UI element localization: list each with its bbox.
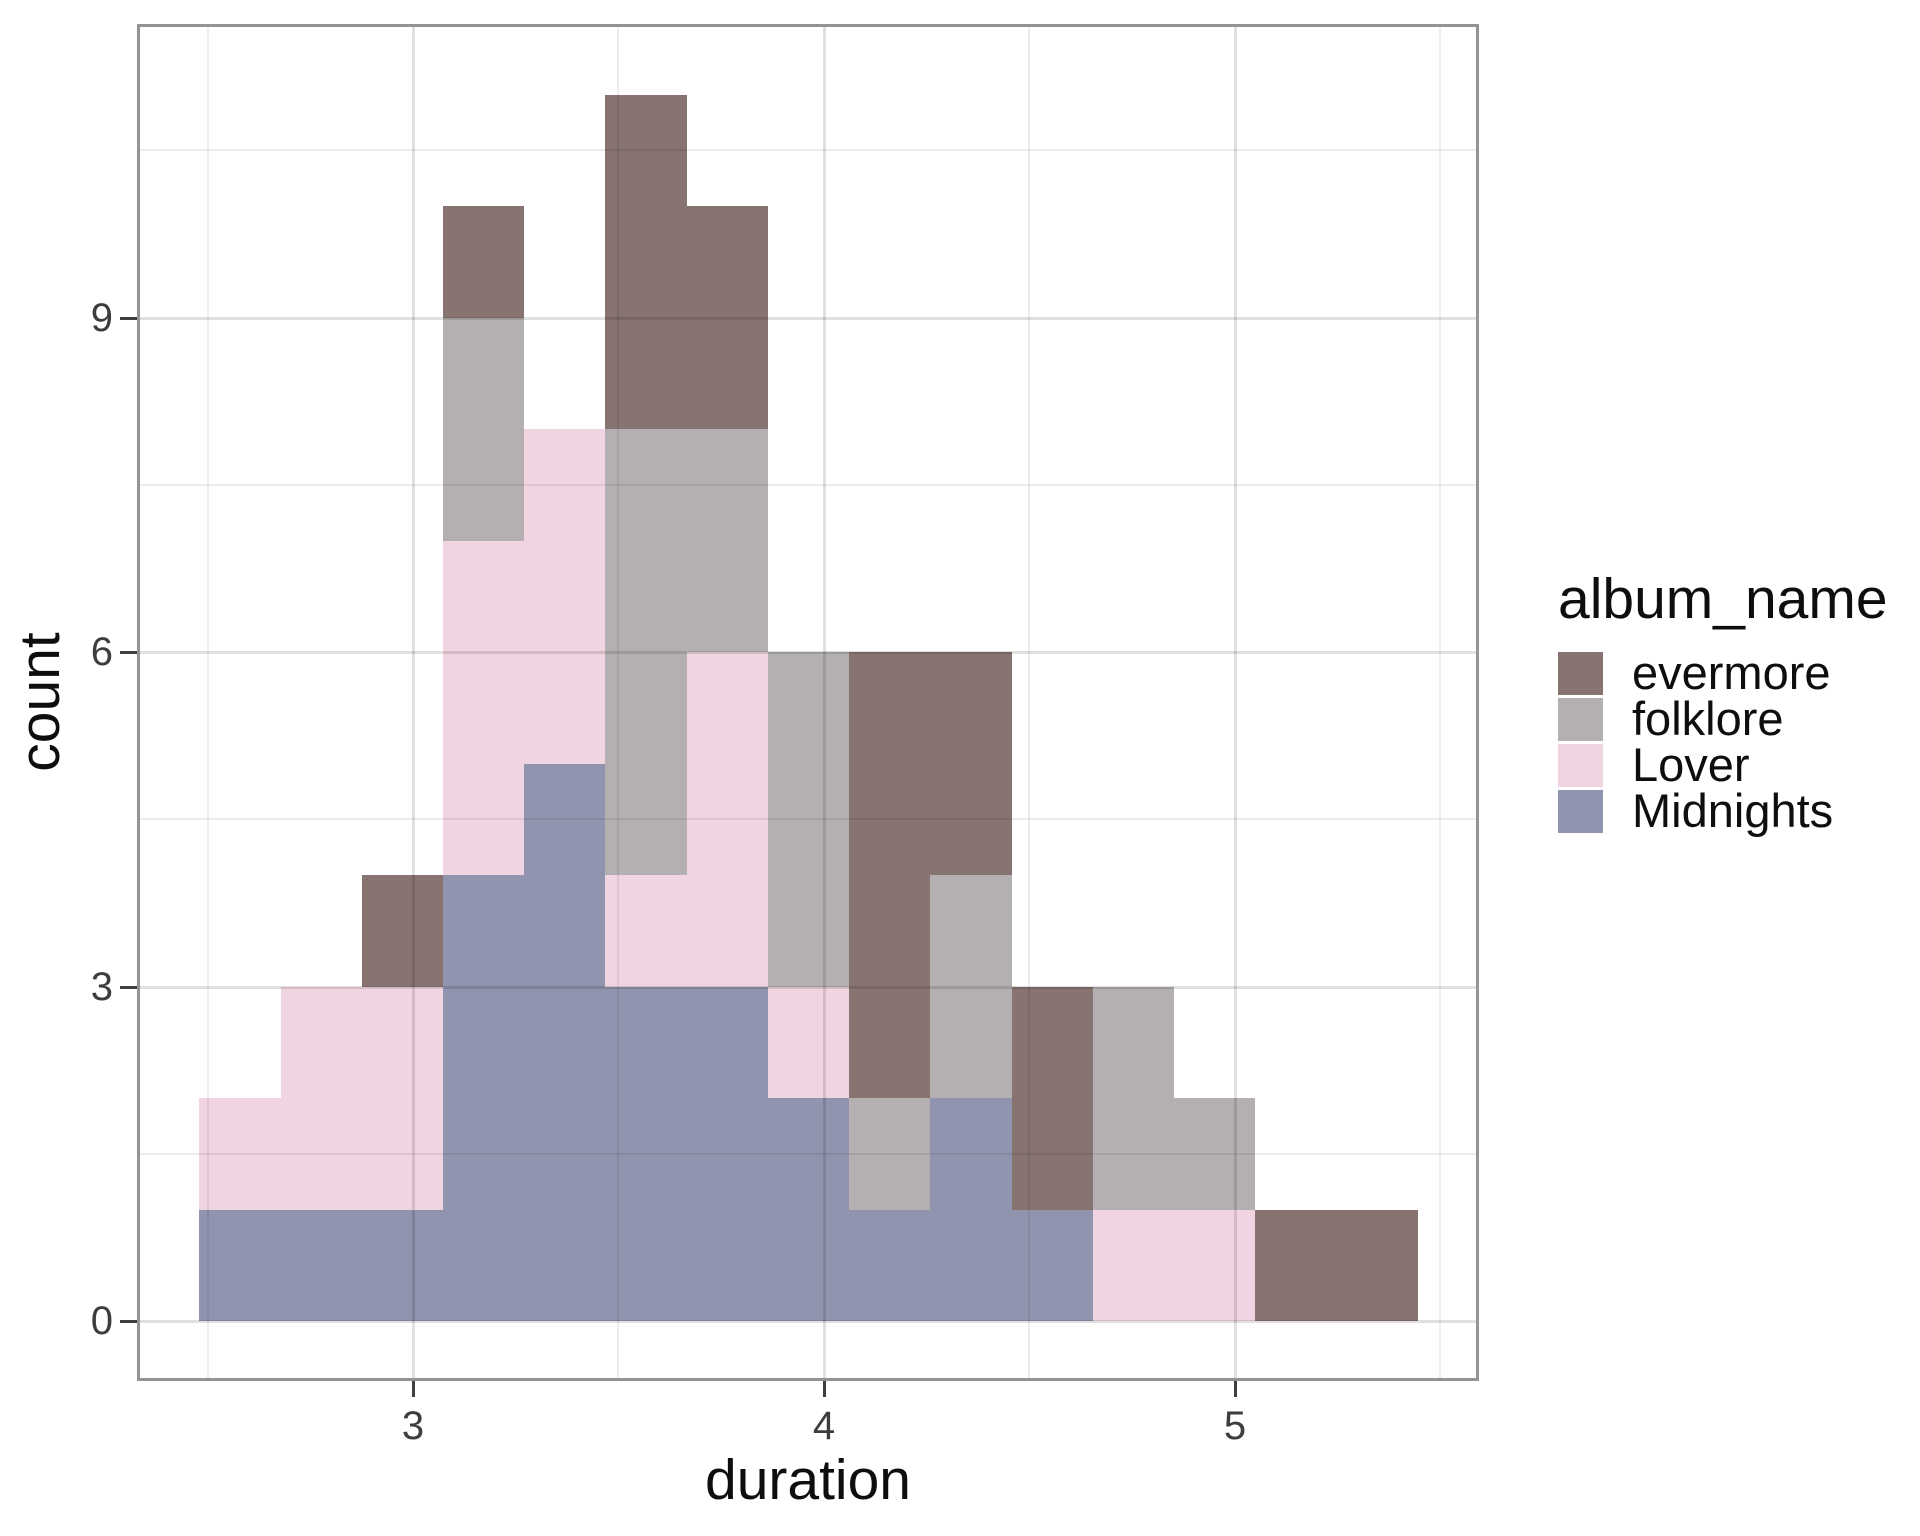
histogram-bar-segment-Lover-bin3	[443, 541, 524, 875]
histogram-bar-segment-Lover-bin0	[199, 1098, 281, 1210]
gridline-y-minor	[140, 818, 1477, 820]
gridline-x-minor	[617, 27, 619, 1378]
panel-border	[137, 24, 1479, 1381]
y-tick-label: 3	[90, 965, 113, 1009]
gridline-y-major	[140, 317, 1477, 320]
histogram-bar-segment-Lover-bin11	[1093, 1210, 1174, 1321]
gridline-y-minor	[140, 484, 1477, 486]
histogram-bar-segment-evermore-bin10	[1012, 987, 1093, 1210]
histogram-bar-segment-Lover-bin6	[687, 652, 768, 987]
histogram-bar-segment-evermore-bin3	[443, 206, 524, 318]
histogram-bar-segment-folklore-bin9	[930, 875, 1012, 1098]
x-tick-label: 5	[1223, 1404, 1247, 1448]
histogram-bar-segment-Midnights-bin5	[605, 987, 687, 1321]
histogram-bar-segment-Midnights-bin7	[768, 1098, 849, 1321]
histogram-bar-segment-evermore-bin6	[687, 206, 768, 429]
legend-swatch-folklore	[1558, 698, 1603, 741]
histogram-bar-segment-Midnights-bin0	[199, 1210, 281, 1321]
histogram-bar-segment-Midnights-bin8	[849, 1210, 930, 1321]
gridline-y-minor	[140, 149, 1477, 151]
x-tick-mark	[823, 1381, 826, 1397]
x-axis-title: duration	[705, 1448, 911, 1512]
histogram-bar-segment-Lover-bin2	[362, 987, 443, 1210]
histogram-bar-segment-evermore-bin5	[605, 95, 687, 429]
histogram-bar-segment-Lover-bin7	[768, 987, 849, 1098]
legend-swatch-evermore	[1558, 652, 1603, 695]
gridline-y-minor	[140, 1153, 1477, 1155]
y-tick-label: 6	[90, 630, 113, 674]
y-tick-label: 9	[90, 296, 113, 340]
histogram-bar-segment-Lover-bin12	[1174, 1210, 1255, 1321]
legend-label-Lover: Lover	[1632, 738, 1750, 791]
histogram-bar-segment-evermore-bin2	[362, 875, 443, 987]
y-tick-mark	[120, 986, 137, 989]
histogram-bar-segment-evermore-bin8	[849, 652, 930, 1098]
histogram-bar-segment-Lover-bin5	[605, 875, 687, 987]
histogram-bar-segment-Midnights-bin4	[524, 764, 605, 1321]
y-tick-mark	[120, 1320, 137, 1323]
histogram-bar-segment-Lover-bin1	[281, 987, 362, 1210]
histogram-bar-segment-Lover-bin4	[524, 429, 605, 764]
gridline-x-minor	[207, 27, 209, 1378]
y-tick-mark	[120, 317, 137, 320]
histogram-bar-segment-Midnights-bin3	[443, 875, 524, 1321]
gridline-y-major	[140, 1320, 1477, 1323]
histogram-bar-segment-Midnights-bin1	[281, 1210, 362, 1321]
legend-label-folklore: folklore	[1632, 692, 1784, 745]
x-tick-mark	[412, 1381, 415, 1397]
histogram-bar-segment-Midnights-bin10	[1012, 1210, 1093, 1321]
legend-title: album_name	[1558, 567, 1888, 631]
histogram-bar-segment-Midnights-bin9	[930, 1098, 1012, 1321]
histogram-bar-segment-Midnights-bin2	[362, 1210, 443, 1321]
histogram-bar-segment-folklore-bin5	[605, 429, 687, 875]
gridline-x-minor	[1439, 27, 1441, 1378]
gridline-x-minor	[1028, 27, 1030, 1378]
gridline-y-major	[140, 986, 1477, 989]
histogram-bar-segment-folklore-bin12	[1174, 1098, 1255, 1210]
histogram-bar-segment-evermore-bin9	[930, 652, 1012, 875]
histogram-bar-segment-evermore-bin14	[1337, 1210, 1418, 1321]
gridline-x-major	[412, 27, 415, 1378]
histogram-bar-segment-folklore-bin6	[687, 429, 768, 652]
histogram-bar-segment-folklore-bin8	[849, 1098, 930, 1210]
histogram-bar-segment-Midnights-bin6	[687, 987, 768, 1321]
gridline-x-major	[823, 27, 826, 1378]
x-tick-mark	[1234, 1381, 1237, 1397]
gridline-x-major	[1234, 27, 1237, 1378]
x-tick-label: 4	[812, 1404, 836, 1448]
x-tick-label: 3	[401, 1404, 425, 1448]
histogram-bar-segment-folklore-bin3	[443, 318, 524, 541]
histogram-bar-segment-folklore-bin11	[1093, 987, 1174, 1210]
legend-label-evermore: evermore	[1632, 646, 1831, 699]
legend-swatch-Midnights	[1558, 790, 1603, 833]
histogram-bar-segment-folklore-bin7	[768, 652, 849, 987]
legend-swatch-Lover	[1558, 744, 1603, 787]
y-tick-mark	[120, 651, 137, 654]
legend-label-Midnights: Midnights	[1632, 784, 1834, 837]
gridline-y-major	[140, 651, 1477, 654]
histogram-bar-segment-evermore-bin13	[1255, 1210, 1337, 1321]
y-tick-label: 0	[90, 1299, 113, 1343]
